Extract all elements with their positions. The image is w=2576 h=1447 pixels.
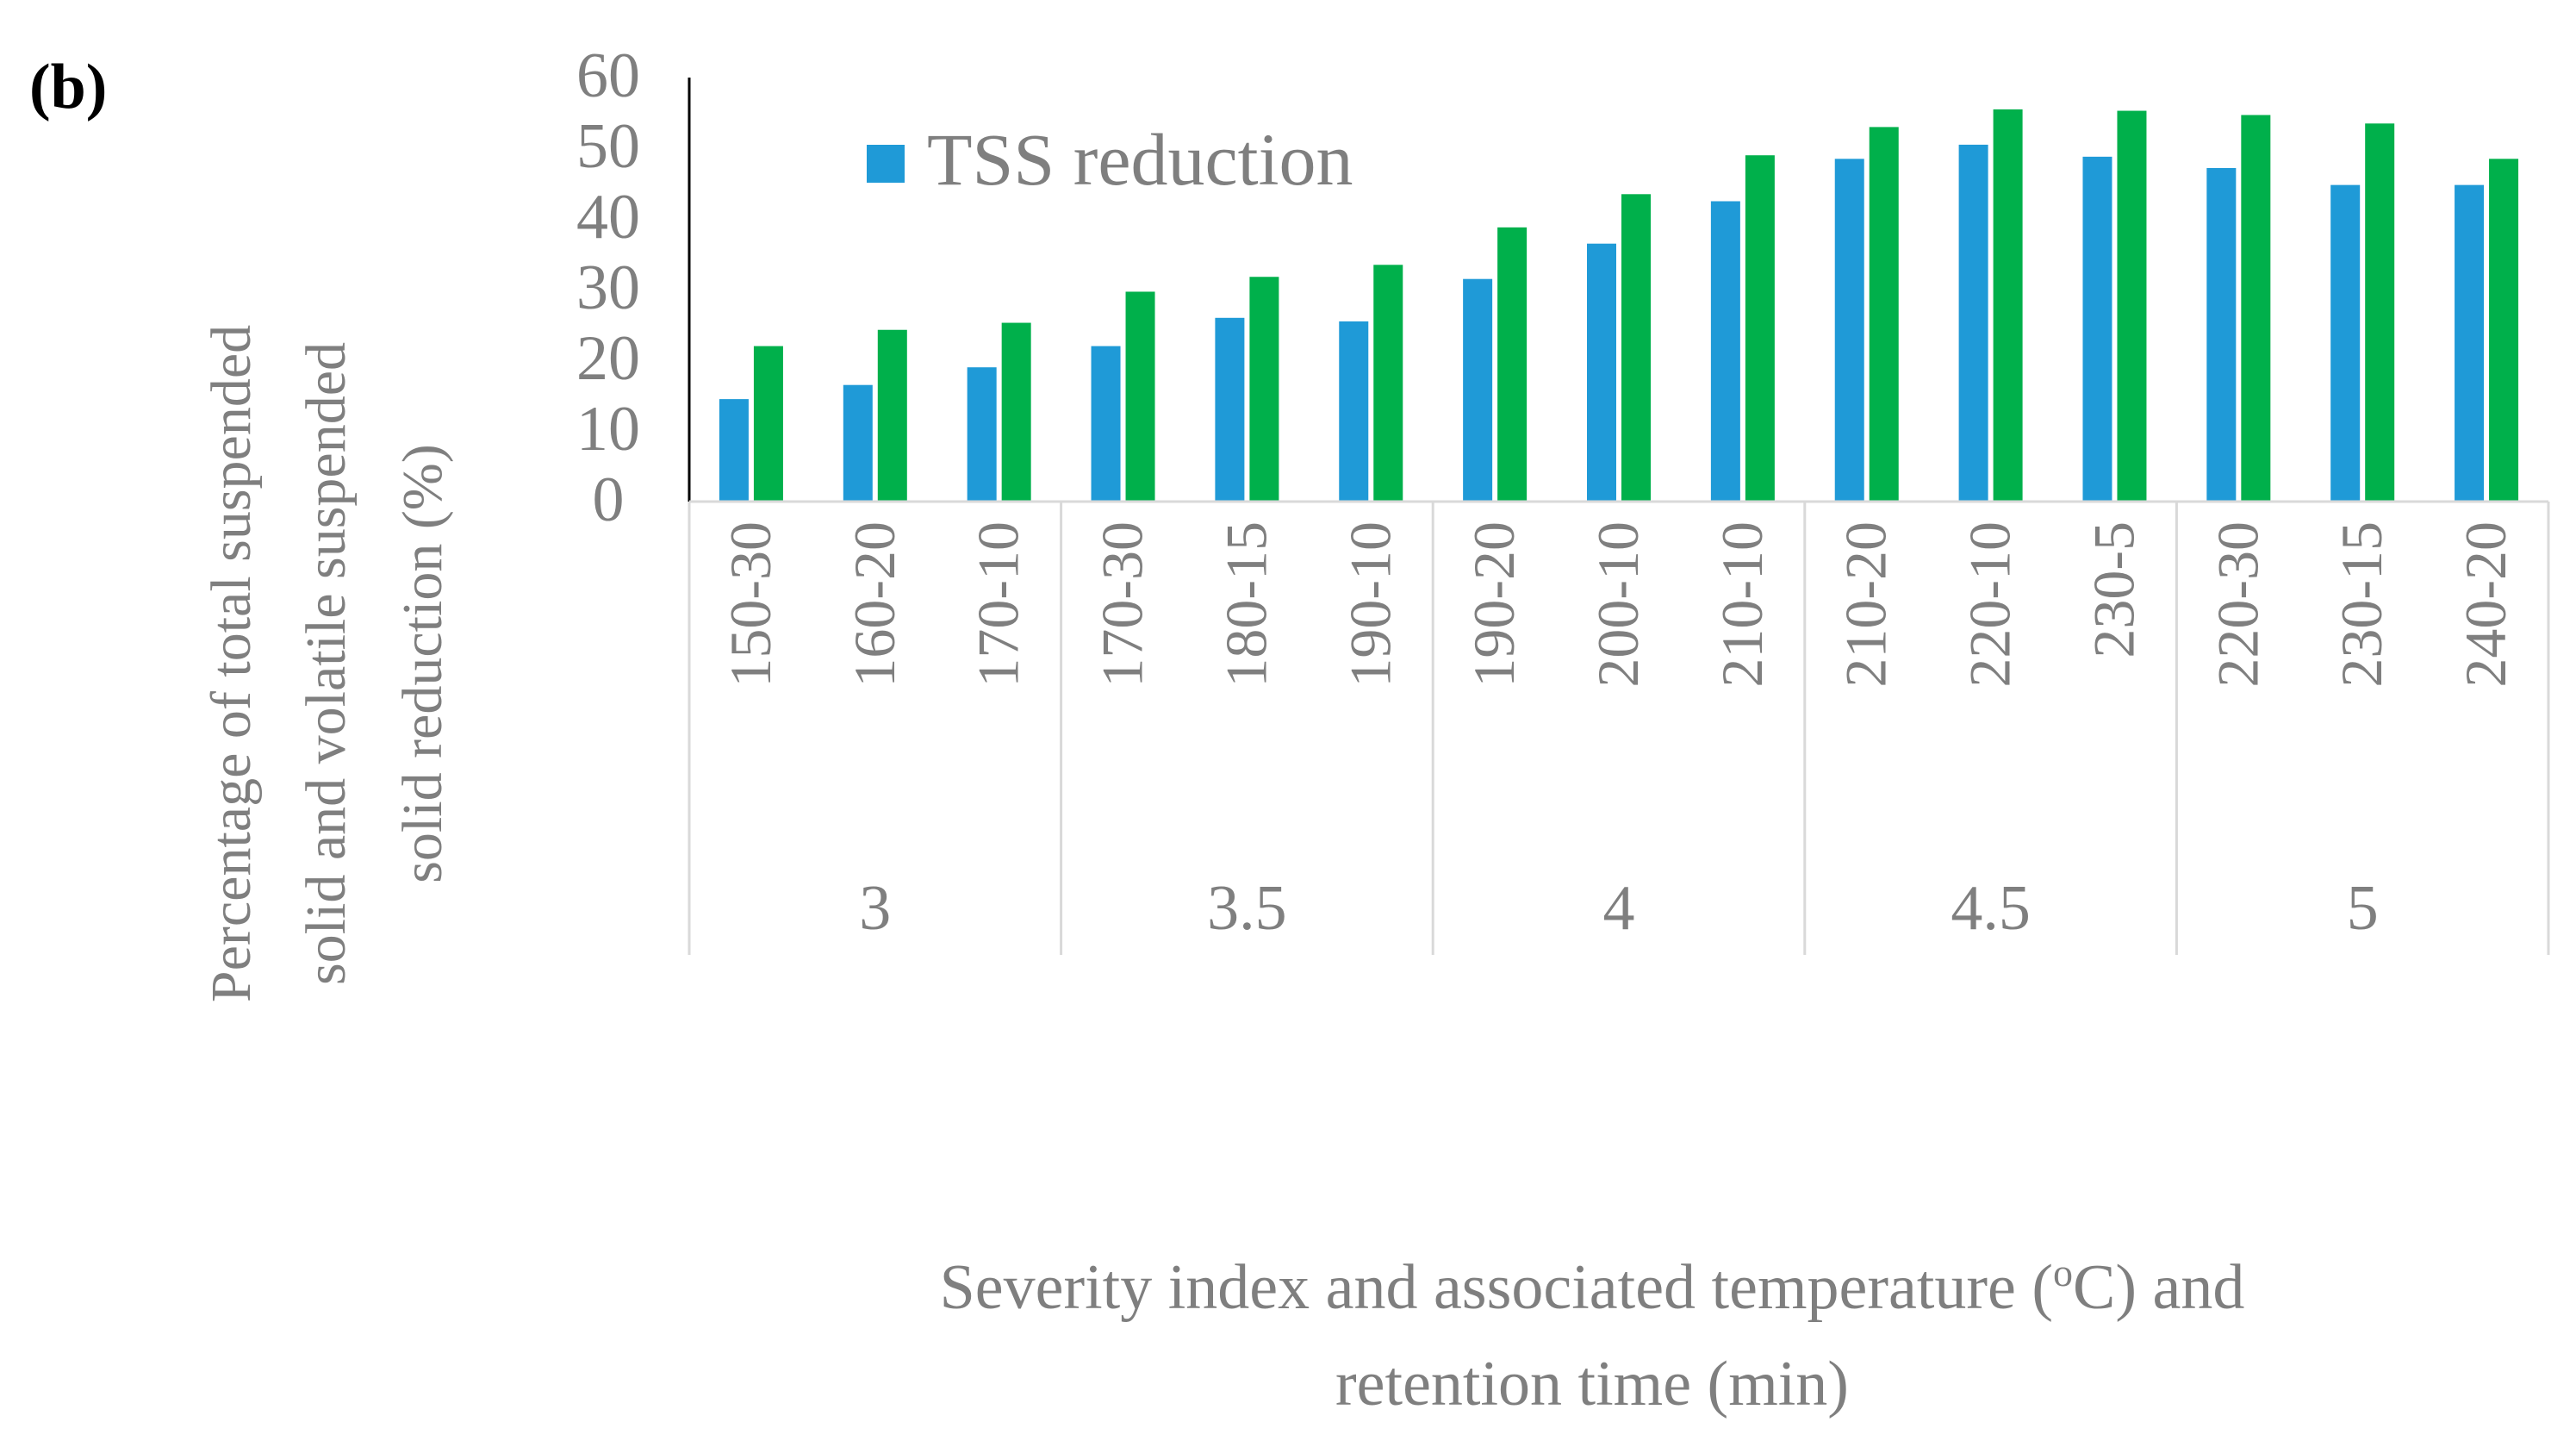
bar-tss — [1710, 201, 1740, 502]
x-group-label: 3 — [859, 873, 891, 944]
bar-tss — [2330, 184, 2361, 502]
x-category-label: 200-10 — [1585, 521, 1651, 688]
bar-tss — [1958, 144, 1988, 502]
bar-vss — [877, 329, 907, 502]
x-category-label: 160-20 — [842, 521, 907, 688]
bar-vss — [1621, 194, 1651, 502]
bar-tss — [1834, 159, 1864, 502]
bar-tss — [843, 384, 873, 502]
bar-vss — [1869, 127, 1899, 502]
bar-tss — [2082, 156, 2112, 502]
bar-vss — [2365, 123, 2395, 502]
y-tick-label: 0 — [593, 465, 625, 535]
x-axis-title-line: retention time (min) — [1335, 1349, 1849, 1419]
y-axis-label: Percentage of total suspended solid and v… — [200, 325, 454, 1002]
legend: TSS reduction — [867, 118, 1353, 201]
x-category-label: 230-5 — [2081, 521, 2146, 658]
bar-vss — [1497, 227, 1528, 502]
bar-vss — [2117, 110, 2147, 502]
bar-vss — [1993, 109, 2023, 502]
legend-swatch-tss — [867, 145, 905, 183]
x-category-label: 220-30 — [2205, 521, 2270, 688]
x-category-label: 180-15 — [1213, 521, 1279, 688]
x-category-label: 170-10 — [966, 521, 1031, 688]
bar-vss — [1001, 322, 1031, 502]
y-axis-label-line: solid and volatile suspended — [295, 342, 358, 985]
y-tick-label: 60 — [576, 41, 640, 111]
x-axis-group-labels: 3 3.5 4 4.5 5 — [859, 873, 2378, 944]
legend-label-tss: TSS reduction — [927, 118, 1353, 201]
y-axis-label-line: solid reduction (%) — [391, 444, 454, 883]
x-category-label: 210-10 — [1709, 521, 1775, 688]
bar-tss — [719, 399, 749, 502]
x-axis-label: Severity index and associated temperatur… — [940, 1251, 2245, 1419]
bar-tss — [2455, 184, 2485, 502]
x-category-label: 220-10 — [1957, 521, 2023, 688]
bar-tss — [1091, 346, 1121, 502]
y-axis-label-line: Percentage of total suspended — [200, 325, 263, 1002]
x-axis-title-line: Severity index and associated temperatur… — [940, 1251, 2245, 1323]
y-tick-label: 50 — [576, 111, 640, 182]
x-group-label: 4.5 — [1951, 873, 2031, 944]
bar-vss — [1249, 277, 1279, 502]
y-tick-label: 10 — [576, 394, 640, 465]
x-category-label: 190-20 — [1461, 521, 1527, 688]
x-category-label: 230-15 — [2329, 521, 2394, 688]
x-group-label: 5 — [2347, 873, 2379, 944]
bar-vss — [1373, 265, 1403, 502]
x-axis-category-labels: 150-30 160-20 170-10 170-30 180-15 190-10 190-… — [718, 521, 2518, 688]
x-group-label: 3.5 — [1207, 873, 1287, 944]
bar-tss — [1339, 321, 1369, 502]
bar-tss — [1587, 243, 1616, 502]
bar-tss — [967, 367, 997, 502]
bars — [719, 109, 2519, 502]
bar-vss — [2489, 159, 2519, 502]
bar-tss — [1215, 317, 1245, 502]
x-category-label: 210-20 — [1833, 521, 1899, 688]
y-tick-label: 40 — [576, 182, 640, 253]
x-category-label: 170-30 — [1090, 521, 1155, 688]
bar-vss — [1745, 155, 1775, 502]
bar-vss — [1125, 291, 1155, 502]
x-category-label: 150-30 — [718, 521, 783, 688]
bar-tss — [2206, 167, 2237, 502]
y-tick-label: 30 — [576, 253, 640, 323]
x-group-label: 4 — [1603, 873, 1635, 944]
panel-label: (b) — [29, 52, 107, 122]
x-category-label: 240-20 — [2453, 521, 2518, 688]
x-category-label: 190-10 — [1337, 521, 1403, 688]
bar-vss — [2241, 115, 2271, 502]
axes — [688, 78, 2550, 955]
bar-tss — [1463, 278, 1493, 502]
bar-vss — [753, 346, 783, 502]
y-tick-label: 20 — [576, 323, 640, 394]
